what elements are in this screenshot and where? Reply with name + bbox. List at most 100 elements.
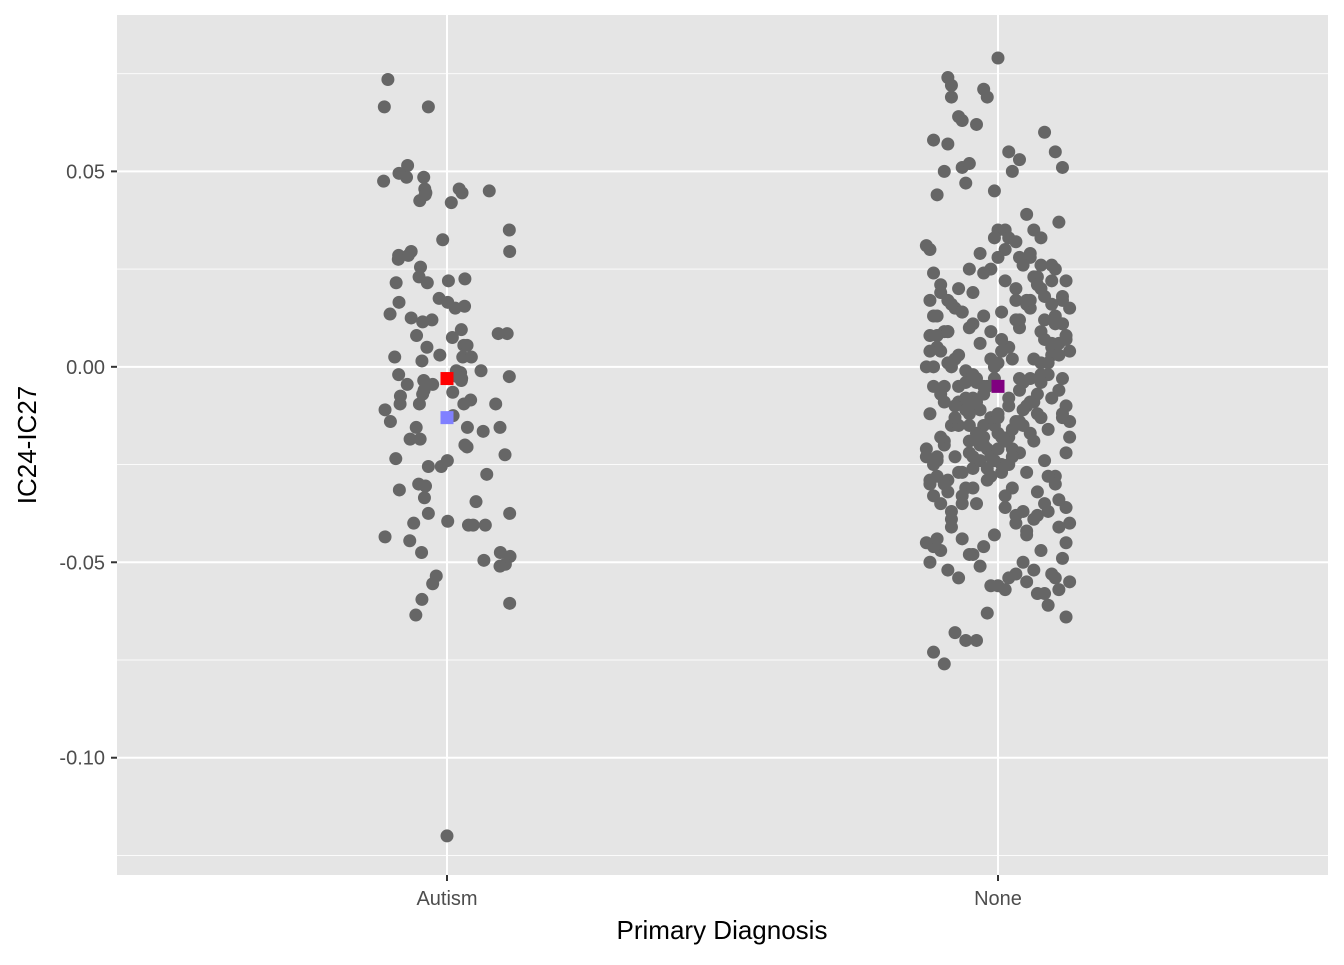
data-point-autism (480, 467, 494, 481)
data-point-autism (498, 448, 512, 462)
data-point-none (1009, 293, 1023, 307)
data-point-none (970, 117, 984, 131)
data-point-none (1002, 231, 1016, 245)
data-point-autism (477, 553, 491, 567)
data-point-none (944, 90, 958, 104)
data-point-autism (404, 311, 418, 325)
data-point-none (1034, 231, 1048, 245)
data-point-autism (417, 491, 431, 505)
data-point-none (1027, 352, 1041, 366)
data-point-autism (491, 327, 505, 341)
data-point-none (977, 309, 991, 323)
data-point-autism (383, 307, 397, 321)
data-point-none (1055, 372, 1069, 386)
data-point-none (1002, 571, 1016, 585)
data-point-none (1063, 344, 1077, 358)
data-point-none (930, 469, 944, 483)
data-point-none (998, 501, 1012, 515)
data-point-none (1012, 372, 1026, 386)
data-point-none (987, 231, 1001, 245)
data-point-autism (383, 415, 397, 429)
data-point-none (1041, 356, 1055, 370)
data-point-none (1030, 278, 1044, 292)
data-point-autism (502, 370, 516, 384)
data-point-autism (392, 295, 406, 309)
data-point-autism (460, 420, 474, 434)
data-point-none (941, 485, 955, 499)
y-tick-label: -0.10 (59, 748, 105, 770)
axes: -0.10 -0.05 0.00 0.05 Autism None (59, 161, 1022, 910)
data-point-none (1020, 207, 1034, 221)
data-point-none (955, 497, 969, 511)
data-point-none (1002, 391, 1016, 405)
data-point-autism (400, 377, 414, 391)
data-point-none (973, 438, 987, 452)
data-point-autism (392, 166, 406, 180)
data-point-autism (381, 73, 395, 86)
data-point-none (952, 348, 966, 362)
data-point-none (1009, 282, 1023, 296)
data-point-autism (474, 364, 488, 378)
data-point-none (1034, 258, 1048, 272)
data-point-none (1059, 446, 1073, 460)
data-point-autism (401, 159, 415, 172)
y-tick-label: -0.05 (59, 552, 105, 574)
data-point-none (1045, 567, 1059, 581)
data-point-autism (413, 432, 427, 446)
data-point-autism (377, 100, 391, 114)
data-point-autism (464, 350, 478, 364)
data-point-autism (410, 329, 424, 343)
data-point-autism (454, 323, 468, 337)
data-point-none (995, 332, 1009, 346)
data-point-none (941, 563, 955, 577)
data-point-none (1052, 520, 1066, 534)
data-point-none (998, 274, 1012, 288)
x-tick-label: None (974, 888, 1022, 910)
data-point-none (1020, 465, 1034, 479)
data-point-autism (452, 182, 466, 196)
data-point-autism (478, 518, 492, 532)
data-point-none (944, 512, 958, 526)
data-point-none (927, 133, 941, 147)
data-point-none (1020, 575, 1034, 589)
data-point-none (948, 411, 962, 425)
data-point-autism (421, 506, 435, 520)
data-point-none (1012, 153, 1026, 167)
data-points (377, 51, 1077, 843)
data-point-autism (409, 420, 423, 434)
data-point-none (1016, 555, 1030, 569)
data-point-none (1052, 583, 1066, 597)
data-point-autism (417, 383, 431, 397)
data-point-autism (389, 452, 403, 466)
data-point-none (1059, 536, 1073, 550)
data-point-none (1055, 317, 1069, 331)
data-point-none (1023, 395, 1037, 409)
data-point-autism (417, 170, 431, 184)
data-point-autism (413, 260, 427, 274)
data-point-autism (421, 460, 435, 473)
data-point-none (1020, 528, 1034, 542)
data-point-none (1041, 422, 1055, 436)
data-point-none (1055, 551, 1069, 565)
data-point-none (966, 286, 980, 300)
data-point-autism (388, 350, 402, 364)
data-point-autism (450, 370, 464, 384)
data-point-none (923, 329, 937, 343)
data-point-none (927, 645, 941, 659)
data-point-none (948, 399, 962, 413)
data-point-none (1038, 313, 1052, 327)
data-point-none (1009, 313, 1023, 327)
data-point-none (1052, 215, 1066, 229)
data-point-none (987, 184, 1001, 198)
data-point-none (980, 90, 994, 104)
data-point-autism (464, 393, 478, 407)
data-point-none (941, 293, 955, 307)
data-point-autism (415, 546, 429, 559)
data-point-autism (466, 518, 480, 532)
data-point-none (1052, 348, 1066, 362)
data-point-none (934, 278, 948, 292)
data-point-none (977, 387, 991, 401)
x-tick-label: Autism (416, 888, 477, 910)
data-point-autism (444, 196, 458, 210)
data-point-none (998, 489, 1012, 503)
